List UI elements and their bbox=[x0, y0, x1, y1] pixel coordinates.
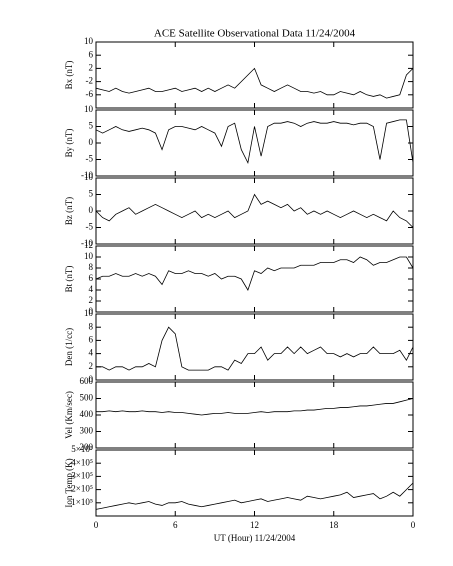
y-axis-label: By (nT) bbox=[64, 129, 74, 158]
y-tick-label: 1×10⁵ bbox=[71, 497, 93, 507]
x-tick-label: 12 bbox=[250, 520, 259, 530]
y-tick-label: -10 bbox=[81, 170, 93, 180]
chart-title: ACE Satellite Observational Data 11/24/2… bbox=[154, 28, 356, 40]
data-line bbox=[95, 256, 414, 291]
data-line bbox=[96, 326, 414, 371]
data-line bbox=[95, 482, 414, 510]
y-tick-label: 0 bbox=[89, 137, 94, 147]
y-tick-label: 4 bbox=[89, 348, 94, 358]
x-tick-label: 6 bbox=[173, 520, 178, 530]
y-tick-label: 600 bbox=[80, 376, 94, 386]
y-axis-label: Vel (Km/sec) bbox=[64, 391, 74, 439]
y-tick-label: 5×10⁵ bbox=[71, 444, 93, 454]
y-tick-label: 2 bbox=[89, 361, 94, 371]
y-tick-label: 12 bbox=[84, 240, 93, 250]
y-tick-label: 0 bbox=[89, 205, 94, 215]
y-tick-label: 10 bbox=[84, 308, 94, 318]
y-tick-label: -5 bbox=[86, 154, 94, 164]
y-tick-label: 10 bbox=[84, 104, 94, 114]
y-tick-label: 3×10⁵ bbox=[71, 470, 93, 480]
y-tick-label: 5 bbox=[89, 121, 94, 131]
data-line bbox=[96, 398, 414, 416]
y-tick-label: 8 bbox=[89, 321, 94, 331]
data-line bbox=[95, 67, 414, 99]
y-tick-label: -2 bbox=[86, 76, 94, 86]
y-axis-label: Bx (nT) bbox=[64, 61, 74, 90]
y-tick-label: 6 bbox=[89, 273, 94, 283]
y-tick-label: -5 bbox=[86, 222, 94, 232]
y-tick-label: 6 bbox=[89, 49, 94, 59]
data-line bbox=[95, 193, 414, 228]
y-tick-label: 0 bbox=[89, 306, 94, 316]
y-tick-label: 5 bbox=[89, 189, 94, 199]
data-line bbox=[95, 119, 414, 165]
x-axis-label: UT (Hour) 11/24/2004 bbox=[214, 533, 296, 543]
y-tick-label: 10 bbox=[84, 36, 94, 46]
y-tick-label: -10 bbox=[81, 238, 93, 248]
y-axis-label: Bt (nT) bbox=[64, 266, 74, 293]
y-tick-label: 10 bbox=[84, 251, 94, 261]
x-tick-label: 18 bbox=[329, 520, 339, 530]
y-tick-label: 2 bbox=[89, 62, 94, 72]
y-axis-label: Den (1/cc) bbox=[64, 328, 74, 366]
y-axis-label: Bz (nT) bbox=[64, 197, 74, 225]
y-tick-label: 8 bbox=[89, 262, 94, 272]
y-tick-label: 0 bbox=[89, 374, 94, 384]
x-tick-label: 0 bbox=[411, 520, 416, 530]
x-tick-label: 0 bbox=[94, 520, 99, 530]
y-tick-label: 400 bbox=[80, 409, 94, 419]
y-tick-label: 10 bbox=[84, 172, 94, 182]
y-tick-label: 2 bbox=[89, 295, 94, 305]
y-tick-label: 4 bbox=[89, 284, 94, 294]
y-tick-label: -6 bbox=[86, 89, 94, 99]
y-tick-label: 200 bbox=[80, 442, 94, 452]
y-tick-label: 300 bbox=[80, 426, 94, 436]
y-tick-label: 4×10⁵ bbox=[71, 457, 93, 467]
y-tick-label: 2×10⁵ bbox=[71, 484, 93, 494]
y-tick-label: 500 bbox=[80, 393, 94, 403]
y-axis-label: Ion Temp (K) bbox=[64, 458, 74, 507]
y-tick-label: 6 bbox=[89, 334, 94, 344]
